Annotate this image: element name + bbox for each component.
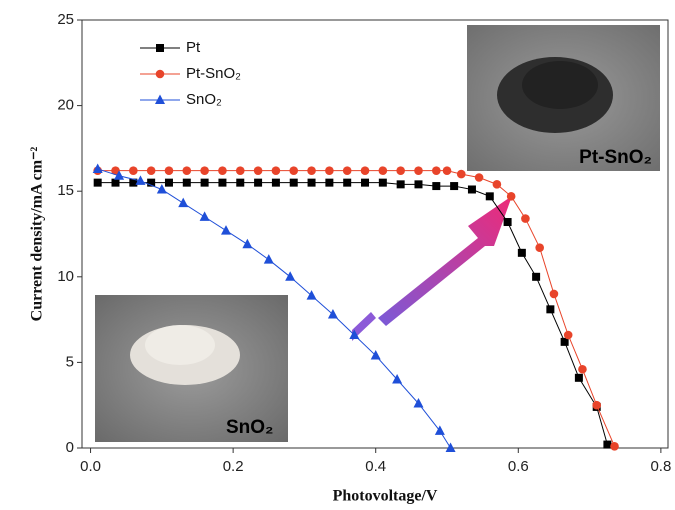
marker bbox=[308, 179, 316, 187]
marker bbox=[535, 243, 544, 252]
marker bbox=[325, 166, 334, 175]
marker bbox=[575, 374, 583, 382]
marker bbox=[94, 179, 102, 187]
marker bbox=[504, 218, 512, 226]
x-tick-label: 0.2 bbox=[223, 458, 244, 475]
marker bbox=[414, 180, 422, 188]
marker bbox=[183, 179, 191, 187]
x-axis-title: Photovoltage/V bbox=[333, 488, 438, 505]
y-tick-label: 15 bbox=[57, 182, 74, 199]
marker bbox=[546, 305, 554, 313]
marker bbox=[165, 166, 174, 175]
marker bbox=[396, 166, 405, 175]
marker bbox=[307, 166, 316, 175]
marker bbox=[218, 166, 227, 175]
marker bbox=[218, 179, 226, 187]
marker bbox=[178, 198, 188, 208]
x-tick-label: 0.0 bbox=[80, 458, 101, 475]
marker bbox=[325, 179, 333, 187]
marker bbox=[486, 192, 494, 200]
marker bbox=[343, 179, 351, 187]
photo-label: SnO₂ bbox=[226, 417, 274, 438]
marker bbox=[236, 166, 245, 175]
marker bbox=[272, 179, 280, 187]
marker bbox=[379, 166, 388, 175]
marker bbox=[578, 365, 587, 374]
legend-label: SnO₂ bbox=[186, 91, 222, 108]
marker bbox=[379, 179, 387, 187]
marker bbox=[200, 211, 210, 221]
marker bbox=[507, 192, 516, 201]
marker bbox=[307, 290, 317, 300]
marker bbox=[521, 214, 530, 223]
marker bbox=[165, 179, 173, 187]
y-tick-label: 0 bbox=[66, 439, 74, 456]
marker bbox=[254, 179, 262, 187]
marker bbox=[147, 166, 156, 175]
marker bbox=[443, 166, 452, 175]
marker bbox=[493, 180, 502, 189]
marker bbox=[475, 173, 484, 182]
marker bbox=[290, 179, 298, 187]
marker bbox=[156, 70, 165, 79]
marker bbox=[328, 309, 338, 319]
y-tick-label: 10 bbox=[57, 268, 74, 285]
x-tick-label: 0.8 bbox=[650, 458, 671, 475]
marker bbox=[242, 239, 252, 249]
marker bbox=[532, 273, 540, 281]
marker bbox=[592, 401, 601, 410]
y-axis-title: Current density/mA cm⁻² bbox=[29, 146, 46, 321]
marker bbox=[518, 249, 526, 257]
powder bbox=[145, 325, 215, 365]
marker bbox=[564, 331, 573, 340]
marker bbox=[343, 166, 352, 175]
marker bbox=[285, 271, 295, 281]
marker bbox=[450, 182, 458, 190]
marker bbox=[129, 166, 138, 175]
marker bbox=[155, 95, 165, 105]
x-tick-label: 0.4 bbox=[365, 458, 386, 475]
marker bbox=[361, 179, 369, 187]
marker bbox=[414, 166, 423, 175]
arrow bbox=[378, 196, 512, 326]
marker bbox=[432, 166, 441, 175]
marker bbox=[236, 179, 244, 187]
marker bbox=[468, 185, 476, 193]
marker bbox=[550, 290, 559, 299]
marker bbox=[397, 180, 405, 188]
powder bbox=[522, 61, 598, 109]
marker bbox=[156, 44, 164, 52]
marker bbox=[371, 350, 381, 360]
marker bbox=[200, 166, 209, 175]
marker bbox=[182, 166, 191, 175]
marker bbox=[221, 225, 231, 235]
marker bbox=[457, 170, 466, 179]
chart: Pt-SnO₂ SnO₂ Photovoltage/V Current dens… bbox=[0, 0, 675, 510]
marker bbox=[610, 442, 619, 451]
marker bbox=[432, 182, 440, 190]
legend-label: Pt bbox=[186, 39, 201, 56]
legend-label: Pt-SnO₂ bbox=[186, 65, 241, 82]
marker bbox=[361, 166, 370, 175]
y-tick-label: 20 bbox=[57, 97, 74, 114]
y-tick-label: 5 bbox=[66, 353, 74, 370]
photo-label: Pt-SnO₂ bbox=[579, 147, 652, 168]
marker bbox=[201, 179, 209, 187]
marker bbox=[603, 441, 611, 449]
marker bbox=[272, 166, 281, 175]
marker bbox=[289, 166, 298, 175]
marker bbox=[446, 443, 456, 453]
marker bbox=[112, 179, 120, 187]
y-tick-label: 25 bbox=[57, 11, 74, 28]
x-tick-label: 0.6 bbox=[508, 458, 529, 475]
marker bbox=[264, 254, 274, 264]
marker bbox=[254, 166, 263, 175]
